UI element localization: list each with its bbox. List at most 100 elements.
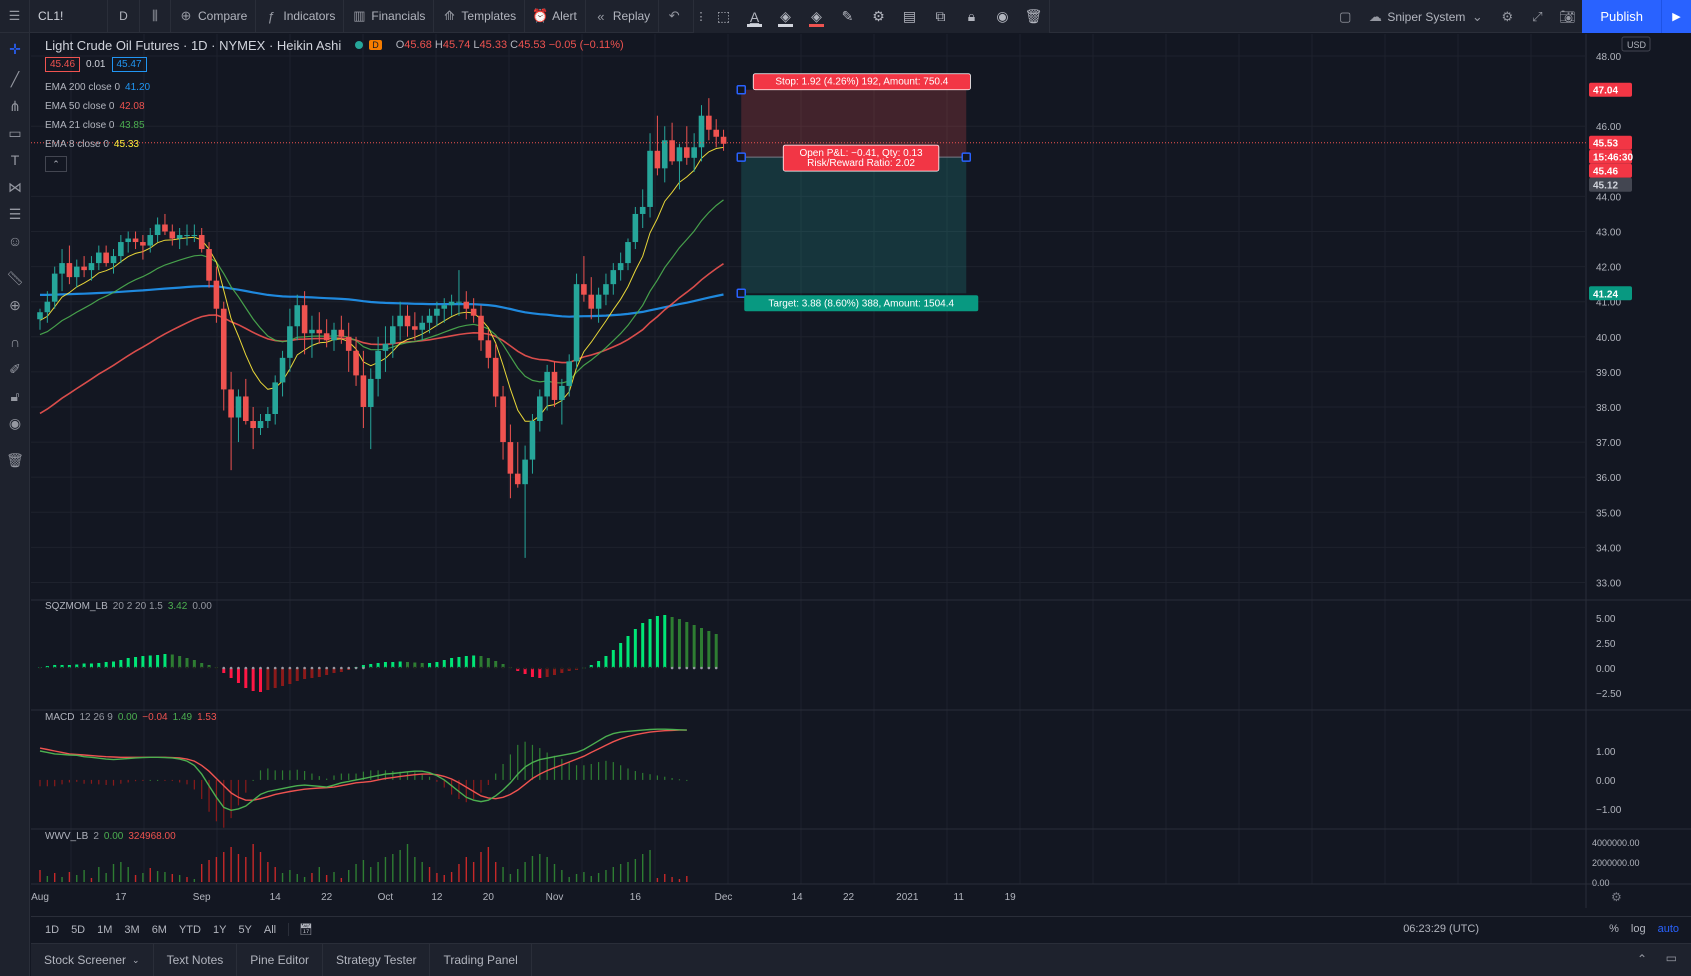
sqzmom-legend[interactable]: SQZMOM_LB 20 2 20 1.5 3.42 0.00 xyxy=(45,601,212,612)
bar-chart-icon: ▥ xyxy=(353,8,366,23)
lock-button[interactable]: 🔒︎ xyxy=(956,0,987,33)
position-tool-button[interactable]: ⬚ xyxy=(708,0,739,33)
delete-button[interactable]: 🗑︎ xyxy=(1018,0,1049,33)
menu-button[interactable]: ☰ xyxy=(0,0,30,33)
fill-color-button[interactable]: ◈ xyxy=(770,0,801,33)
sqz-dot xyxy=(626,666,630,670)
text-tool[interactable]: T xyxy=(4,149,26,171)
line-color-button[interactable]: ✎ xyxy=(832,0,863,33)
percent-scale-toggle[interactable]: % xyxy=(1609,923,1619,935)
price-tick-label: 36.00 xyxy=(1596,473,1621,484)
bid-box[interactable]: 45.46 xyxy=(45,57,81,72)
range-5d[interactable]: 5D xyxy=(71,923,86,936)
range-1d[interactable]: 1D xyxy=(45,923,60,936)
fullscreen-button[interactable]: ⤢ xyxy=(1522,0,1552,33)
wwv-bar xyxy=(46,876,49,882)
lock-drawings-tool[interactable]: 🔓︎ xyxy=(4,385,26,407)
chart-settings-button[interactable]: ⚙ xyxy=(1492,0,1522,33)
candle xyxy=(257,414,264,436)
macd-legend[interactable]: MACD 12 26 9 0.00 −0.04 1.49 1.53 xyxy=(45,712,217,723)
macd-histogram-bar xyxy=(436,779,438,782)
tab-pine-editor[interactable]: Pine Editor xyxy=(237,943,323,976)
clone-button[interactable]: ⧉ xyxy=(925,0,956,33)
collapse-legend-button[interactable]: ⌃ xyxy=(45,156,67,172)
tab-trading-panel[interactable]: Trading Panel xyxy=(430,943,532,976)
shapes-tool[interactable]: ▭ xyxy=(4,122,26,144)
candle xyxy=(191,224,198,243)
symbol-search-button[interactable]: CL1! xyxy=(30,0,108,33)
templates-button[interactable]: ⟰ Templates xyxy=(434,0,526,33)
chart-area[interactable]: 48.00 46.00 44.00 43.00 42.00 41.00 40.00 39.00… xyxy=(31,34,1691,908)
candle xyxy=(44,291,51,323)
range-all[interactable]: All xyxy=(263,923,277,936)
wwv-bar xyxy=(303,877,306,882)
indicators-button[interactable]: ƒ Indicators xyxy=(256,0,345,33)
sqz-bar xyxy=(207,665,211,668)
play-button[interactable]: ▶ xyxy=(1661,0,1691,33)
range-1m[interactable]: 1M xyxy=(97,923,113,936)
stay-drawing-tool[interactable]: ✐ xyxy=(4,358,26,380)
hide-drawings-tool[interactable]: ◉ xyxy=(4,412,26,434)
fullscreen-layout-button[interactable]: ▢ xyxy=(1330,0,1360,33)
auto-scale-toggle[interactable]: auto xyxy=(1657,923,1679,935)
wwv-legend[interactable]: WWV_LB 2 0.00 324968.00 xyxy=(45,831,176,842)
time-tick-label: 22 xyxy=(321,892,333,903)
text-color-button[interactable]: A xyxy=(739,0,770,33)
compare-button[interactable]: ⊕ Compare xyxy=(171,0,257,33)
sqz-dot xyxy=(670,666,674,670)
hide-button[interactable]: ◉ xyxy=(987,0,1018,33)
crosshair-tool[interactable]: ✛ xyxy=(4,38,26,60)
tab-text-notes[interactable]: Text Notes xyxy=(154,943,238,976)
financials-button[interactable]: ▥ Financials xyxy=(344,0,435,33)
log-scale-toggle[interactable]: log xyxy=(1630,923,1646,935)
settings-button[interactable]: ⚙ xyxy=(863,0,894,33)
patterns-tool[interactable]: ⋈ xyxy=(4,176,26,198)
alert-button[interactable]: ⏰ Alert xyxy=(525,0,586,33)
undo-button[interactable]: ↶ xyxy=(659,0,689,33)
icons-tool[interactable]: ☺ xyxy=(4,230,26,252)
collapse-panel-button[interactable]: ⌃ xyxy=(1637,952,1647,966)
background-color-button[interactable]: ◈ xyxy=(801,0,832,33)
ema-200-legend[interactable]: EMA 200 close 0 41.20 xyxy=(45,78,624,97)
tab-strategy-tester[interactable]: Strategy Tester xyxy=(323,943,431,976)
utc-clock[interactable]: 06:23:29 (UTC) xyxy=(1403,923,1479,935)
wwv-bar xyxy=(325,875,328,882)
zoom-tool[interactable]: ⊕ xyxy=(4,294,26,316)
range-ytd[interactable]: YTD xyxy=(178,923,201,936)
range-6m[interactable]: 6M xyxy=(151,923,167,936)
chart-canvas[interactable]: 48.00 46.00 44.00 43.00 42.00 41.00 40.00 39.00… xyxy=(31,34,1691,908)
magnet-tool[interactable]: ∩ xyxy=(4,331,26,353)
range-5y[interactable]: 5Y xyxy=(238,923,252,936)
maximize-panel-button[interactable]: ▭ xyxy=(1666,951,1677,965)
lock-icon: 🔒︎ xyxy=(967,8,976,24)
snapshot-button[interactable]: 📷︎ xyxy=(1552,0,1582,33)
price-tick-label: 46.00 xyxy=(1596,122,1621,133)
range-3m[interactable]: 3M xyxy=(124,923,140,936)
chart-type-button[interactable]: ⫼ xyxy=(140,0,171,33)
candle xyxy=(309,315,315,358)
sqz-bar xyxy=(192,660,196,668)
candle xyxy=(331,322,337,351)
fib-tool[interactable]: ⋔ xyxy=(4,95,26,117)
interval-button[interactable]: D xyxy=(108,0,140,33)
trendline-tool[interactable]: ╱ xyxy=(4,68,26,90)
macd-histogram-bar xyxy=(568,762,570,780)
measure-tool[interactable]: 📏︎ xyxy=(4,267,26,289)
ema-50-legend[interactable]: EMA 50 close 0 42.08 xyxy=(45,97,624,116)
wwv-bar xyxy=(428,867,431,882)
layout-select[interactable]: ☁ Sniper System ⌄ xyxy=(1360,0,1492,33)
publish-button[interactable]: Publish xyxy=(1582,0,1661,33)
wwv-bar xyxy=(201,864,203,882)
wwv-bar xyxy=(289,870,291,882)
drag-handle[interactable]: ⋮ xyxy=(694,0,708,33)
replay-button[interactable]: « Replay xyxy=(586,0,660,33)
ema-21-legend[interactable]: EMA 21 close 0 43.85 xyxy=(45,116,624,135)
ema-8-legend[interactable]: EMA 8 close 0 45.33 xyxy=(45,135,624,154)
prediction-tool[interactable]: ☰ xyxy=(4,203,26,225)
template-button[interactable]: ▤ xyxy=(894,0,925,33)
ask-box[interactable]: 45.47 xyxy=(111,57,147,72)
tab-stock-screener[interactable]: Stock Screener ⌄ xyxy=(31,943,154,976)
remove-drawings-tool[interactable]: 🗑︎ xyxy=(4,449,26,471)
goto-date-button[interactable]: 📅︎ xyxy=(288,923,313,936)
range-1y[interactable]: 1Y xyxy=(212,923,227,936)
